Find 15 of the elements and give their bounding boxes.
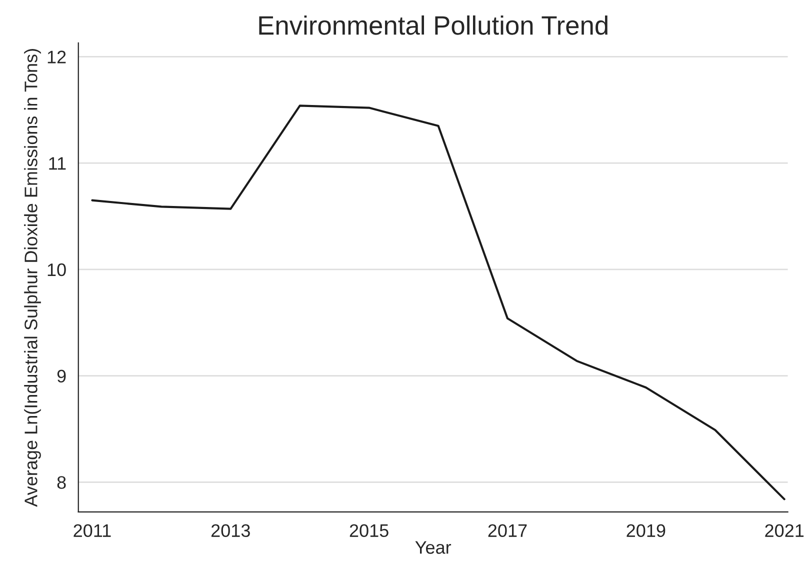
y-tick-label: 12 xyxy=(48,50,66,64)
x-tick-label: 2013 xyxy=(211,524,250,538)
y-tick-label: 9 xyxy=(57,370,66,383)
y-tick-label: 8 xyxy=(57,476,66,489)
y-tick-label: 11 xyxy=(49,157,66,170)
x-tick-label: 2017 xyxy=(488,524,527,538)
x-axis-title: Year xyxy=(415,541,452,554)
x-tick-label: 2019 xyxy=(626,524,666,538)
y-tick-label: 10 xyxy=(48,263,66,276)
x-tick-label: 2011 xyxy=(74,524,111,538)
line-series xyxy=(91,104,786,500)
x-tick-label: 2015 xyxy=(350,524,388,538)
x-tick-label: 2021 xyxy=(765,524,804,538)
y-axis-title: Average Ln(Industrial Sulphur Dioxide Emissions in Tons) xyxy=(24,49,41,507)
chart-title: Environmental Pollution Trend xyxy=(259,15,608,35)
